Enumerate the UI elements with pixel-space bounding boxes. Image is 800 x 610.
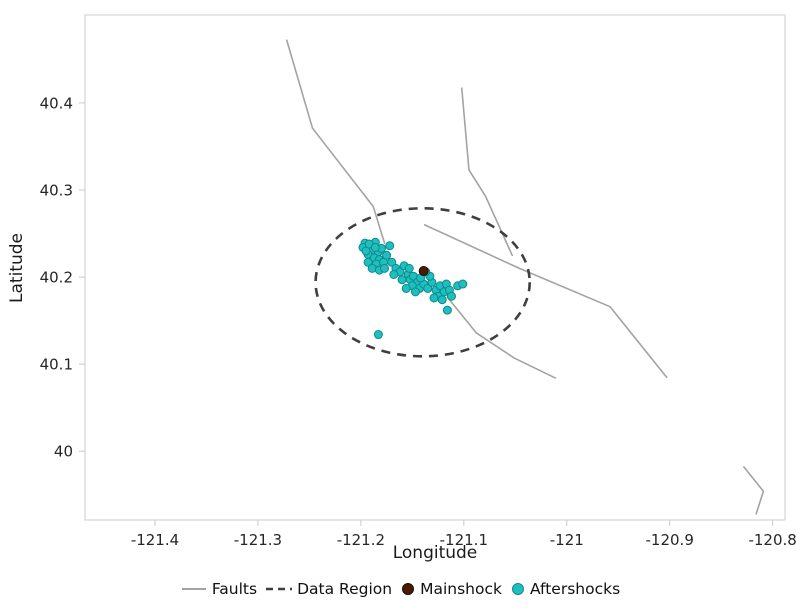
fault-line [743,466,765,515]
data-region-swatch-line-icon [266,587,293,591]
aftershock-point [363,257,373,267]
legend-label-data-region: Data Region [297,580,393,598]
aftershock-point [397,275,407,285]
aftershock-point [423,283,433,293]
aftershock-point [373,330,383,340]
x-tick-label: -121.3 [234,531,282,549]
legend-label-mainshock: Mainshock [420,580,502,598]
x-tick-label: -121 [550,531,584,549]
aftershock-point [410,287,420,297]
y-tick-label: 40 [54,443,73,461]
legend-item-data-region: Data Region [265,580,392,598]
fault-line [446,296,557,379]
fault-line [423,224,668,379]
aftershock-point [370,242,380,252]
earthquake-map-plot: -121.4 -121.3 -121.2 -121.1 -121 -120.9 -120.8… [7,14,797,563]
x-axis-label: Longitude [393,543,478,563]
mainshock-swatch-dot-icon [402,583,415,595]
aftershock-point [385,241,395,251]
aftershock-point [404,263,414,273]
x-tick-label: -120.8 [748,531,796,549]
x-tick-label: -121.1 [440,531,488,549]
y-tick-label: 40.1 [40,356,73,374]
aftershock-point [442,305,452,315]
legend-label-faults: Faults [211,580,258,598]
legend-label-aftershocks: Aftershocks [529,580,621,598]
aftershock-point [380,263,390,273]
aftershock-point [389,269,399,279]
legend-item-aftershocks: Aftershocks [510,580,620,598]
legend-item-mainshock: Mainshock [400,580,502,598]
plot-layers: -121.4 -121.3 -121.2 -121.1 -121 -120.9 -120.8… [40,14,797,549]
aftershock-point [401,283,411,293]
aftershock-point [429,293,439,303]
y-tick-label: 40.2 [40,269,73,287]
plot-border [84,14,786,521]
aftershock-point [367,263,377,273]
data-region-ellipse [314,206,532,358]
x-tick-label: -121.4 [131,531,179,549]
aftershock-point [437,295,447,305]
y-axis-label: Latitude [7,233,27,303]
aftershock-point [387,257,397,267]
x-tick-label: -120.9 [646,531,694,549]
fault-line [285,39,386,244]
aftershock-point [382,250,392,260]
y-tick-label: 40.4 [40,94,73,112]
legend-item-faults: Faults [180,580,257,598]
x-tick-label: -121.2 [337,531,385,549]
mainshock-point [418,265,429,276]
aftershock-point [446,291,456,301]
aftershock-point [458,279,468,289]
legend: Faults Data Region Mainshock Aftershocks [0,568,800,610]
y-tick-label: 40.3 [40,182,73,200]
aftershocks-swatch-dot-icon [511,583,524,595]
faults-swatch-line-icon [181,588,206,590]
fault-line [460,87,514,257]
